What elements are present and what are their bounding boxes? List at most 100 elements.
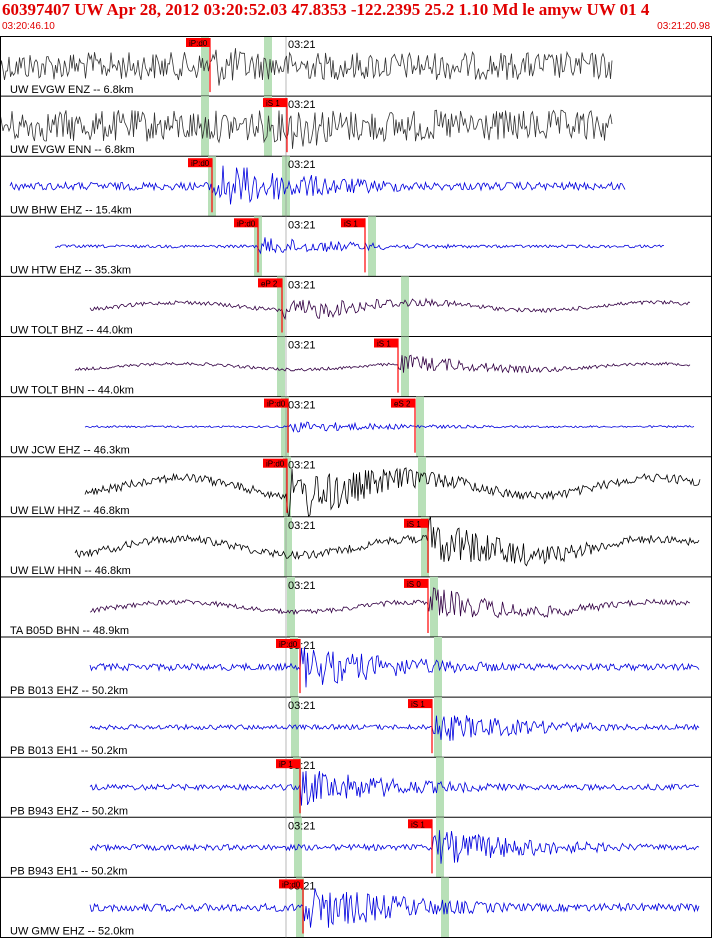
phase-band [290, 637, 298, 698]
minute-tick-label: 03:21 [288, 520, 316, 532]
phase-band [284, 516, 292, 577]
pick-label: iP:d0 [267, 400, 286, 409]
pick-label: iS 1 [411, 820, 425, 829]
pick-label: iP:d0 [266, 460, 285, 469]
minute-tick-label: 03:21 [288, 219, 316, 231]
phase-band [436, 757, 444, 818]
pick-label: iS 1 [407, 520, 421, 529]
station-label: UW EVGW ENN -- 6.8km [10, 144, 135, 156]
station-label: PB B943 EHZ -- 50.2km [10, 805, 128, 817]
event-title: 60397407 UW Apr 28, 2012 03:20:52.03 47.… [2, 0, 650, 19]
phase-band [264, 36, 272, 97]
pick-label: iP:d0 [282, 880, 301, 889]
waveform-trace [89, 715, 700, 741]
station-label: UW TOLT BHZ -- 44.0km [10, 325, 133, 337]
end-time-label: 03:21:20.98 [657, 21, 710, 32]
pick-label: iS 1 [411, 700, 425, 709]
start-time-label: 03:20:46.10 [2, 21, 55, 32]
waveform-trace [9, 165, 626, 205]
pick-marker [408, 699, 432, 709]
waveform-trace [54, 237, 665, 255]
station-label: PB B013 EHZ -- 50.2km [10, 685, 128, 697]
waveform-trace [89, 770, 700, 806]
station-label: UW JCW EHZ -- 46.3km [10, 445, 130, 457]
pick-marker [279, 879, 303, 889]
pick-marker [186, 38, 210, 47]
minute-tick-label: 03:21 [288, 39, 316, 51]
pick-marker [276, 639, 300, 648]
phase-band [201, 96, 209, 157]
pick-label: iP:d0 [189, 39, 208, 48]
phase-band [291, 697, 299, 758]
station-label: TA B05D BHN -- 48.9km [10, 625, 129, 637]
waveform-trace [89, 297, 691, 320]
pick-marker [408, 819, 432, 829]
waveform-trace [74, 516, 700, 567]
minute-tick-label: 03:21 [288, 340, 316, 352]
pick-label: eS 2 [394, 400, 411, 409]
phase-band [294, 817, 302, 878]
phase-band [277, 336, 285, 397]
phase-band [418, 456, 426, 517]
station-label: UW HTW EHZ -- 35.3km [10, 264, 131, 276]
station-label: UW TOLT BHN -- 44.0km [10, 385, 134, 397]
station-label: UW GMW EHZ -- 52.0km [10, 926, 134, 938]
pick-marker [276, 759, 300, 769]
pick-marker [263, 98, 287, 108]
pick-label: iP 1 [279, 760, 293, 769]
phase-band [287, 576, 295, 637]
pick-label: iS 1 [344, 219, 358, 228]
waveform-trace [84, 421, 695, 433]
phase-band [293, 757, 301, 818]
phase-band [430, 576, 438, 637]
waveform-trace [84, 467, 701, 521]
pick-label: iS 1 [266, 99, 280, 108]
minute-tick-label: 03:21 [288, 460, 316, 472]
waveform-trace [89, 587, 691, 619]
waveform-trace [89, 888, 700, 928]
minute-tick-label: 03:21 [288, 99, 316, 111]
station-label: PB B013 EH1 -- 50.2km [10, 745, 127, 757]
pick-label: eP 2 [261, 279, 278, 288]
station-label: UW ELW HHN -- 46.8km [10, 565, 131, 577]
pick-marker [188, 158, 212, 168]
pick-label: iP:d0 [191, 159, 210, 168]
pick-marker [391, 398, 415, 408]
pick-marker [263, 458, 287, 468]
minute-tick-label: 03:21 [288, 279, 316, 291]
pick-marker [258, 278, 282, 288]
station-label: UW ELW HHZ -- 46.8km [10, 505, 130, 517]
station-label: UW EVGW ENZ -- 6.8km [10, 84, 133, 96]
waveform-trace [0, 48, 613, 86]
minute-tick-label: 03:21 [288, 700, 316, 712]
pick-marker [264, 398, 288, 408]
waveform-trace [89, 647, 700, 688]
station-label: UW BHW EHZ -- 15.4km [10, 204, 132, 216]
pick-label: iS 1 [377, 340, 391, 349]
header: 60397407 UW Apr 28, 2012 03:20:52.03 47.… [0, 0, 712, 36]
pick-marker [374, 338, 398, 348]
pick-label: iP:d0 [279, 640, 298, 649]
phase-band [368, 216, 376, 277]
pick-marker [404, 578, 428, 588]
waveform-trace [0, 109, 613, 149]
minute-tick-label: 03:21 [288, 820, 316, 832]
waveform-trace [74, 354, 691, 374]
minute-tick-label: 03:21 [288, 159, 316, 171]
phase-band [434, 637, 442, 698]
phase-band [277, 276, 285, 337]
pick-marker [234, 218, 258, 228]
phase-band [434, 697, 442, 758]
pick-label: iS 0 [407, 580, 421, 589]
station-label: PB B943 EH1 -- 50.2km [10, 865, 127, 877]
phase-band [401, 336, 409, 397]
minute-tick-label: 03:21 [288, 580, 316, 592]
waveform-trace [89, 830, 700, 864]
pick-marker [404, 518, 428, 528]
phase-band [401, 276, 409, 337]
phase-band [421, 516, 429, 577]
minute-tick-label: 03:21 [288, 400, 316, 412]
pick-label: iP:d0 [237, 219, 256, 228]
pick-marker [341, 218, 365, 228]
